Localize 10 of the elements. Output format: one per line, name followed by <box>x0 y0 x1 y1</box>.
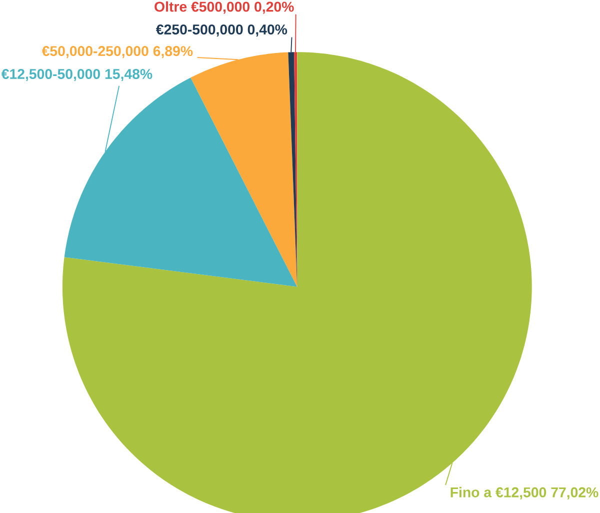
data-label: 0,20% <box>254 2 294 14</box>
slice-label: €50,000-250,000 <box>42 46 148 58</box>
slice-label: Fino a €12,500 <box>450 486 546 500</box>
slice-label: Oltre €500,000 <box>154 1 250 14</box>
slice-label: €12,500-50,000 <box>1 68 100 81</box>
slice-label: €250-500,000 <box>156 24 243 36</box>
data-label: 6,89% <box>153 46 193 58</box>
data-label: 77,02% <box>551 487 598 500</box>
data-label: 15,48% <box>105 68 152 81</box>
data-label: 0,40% <box>248 24 288 36</box>
